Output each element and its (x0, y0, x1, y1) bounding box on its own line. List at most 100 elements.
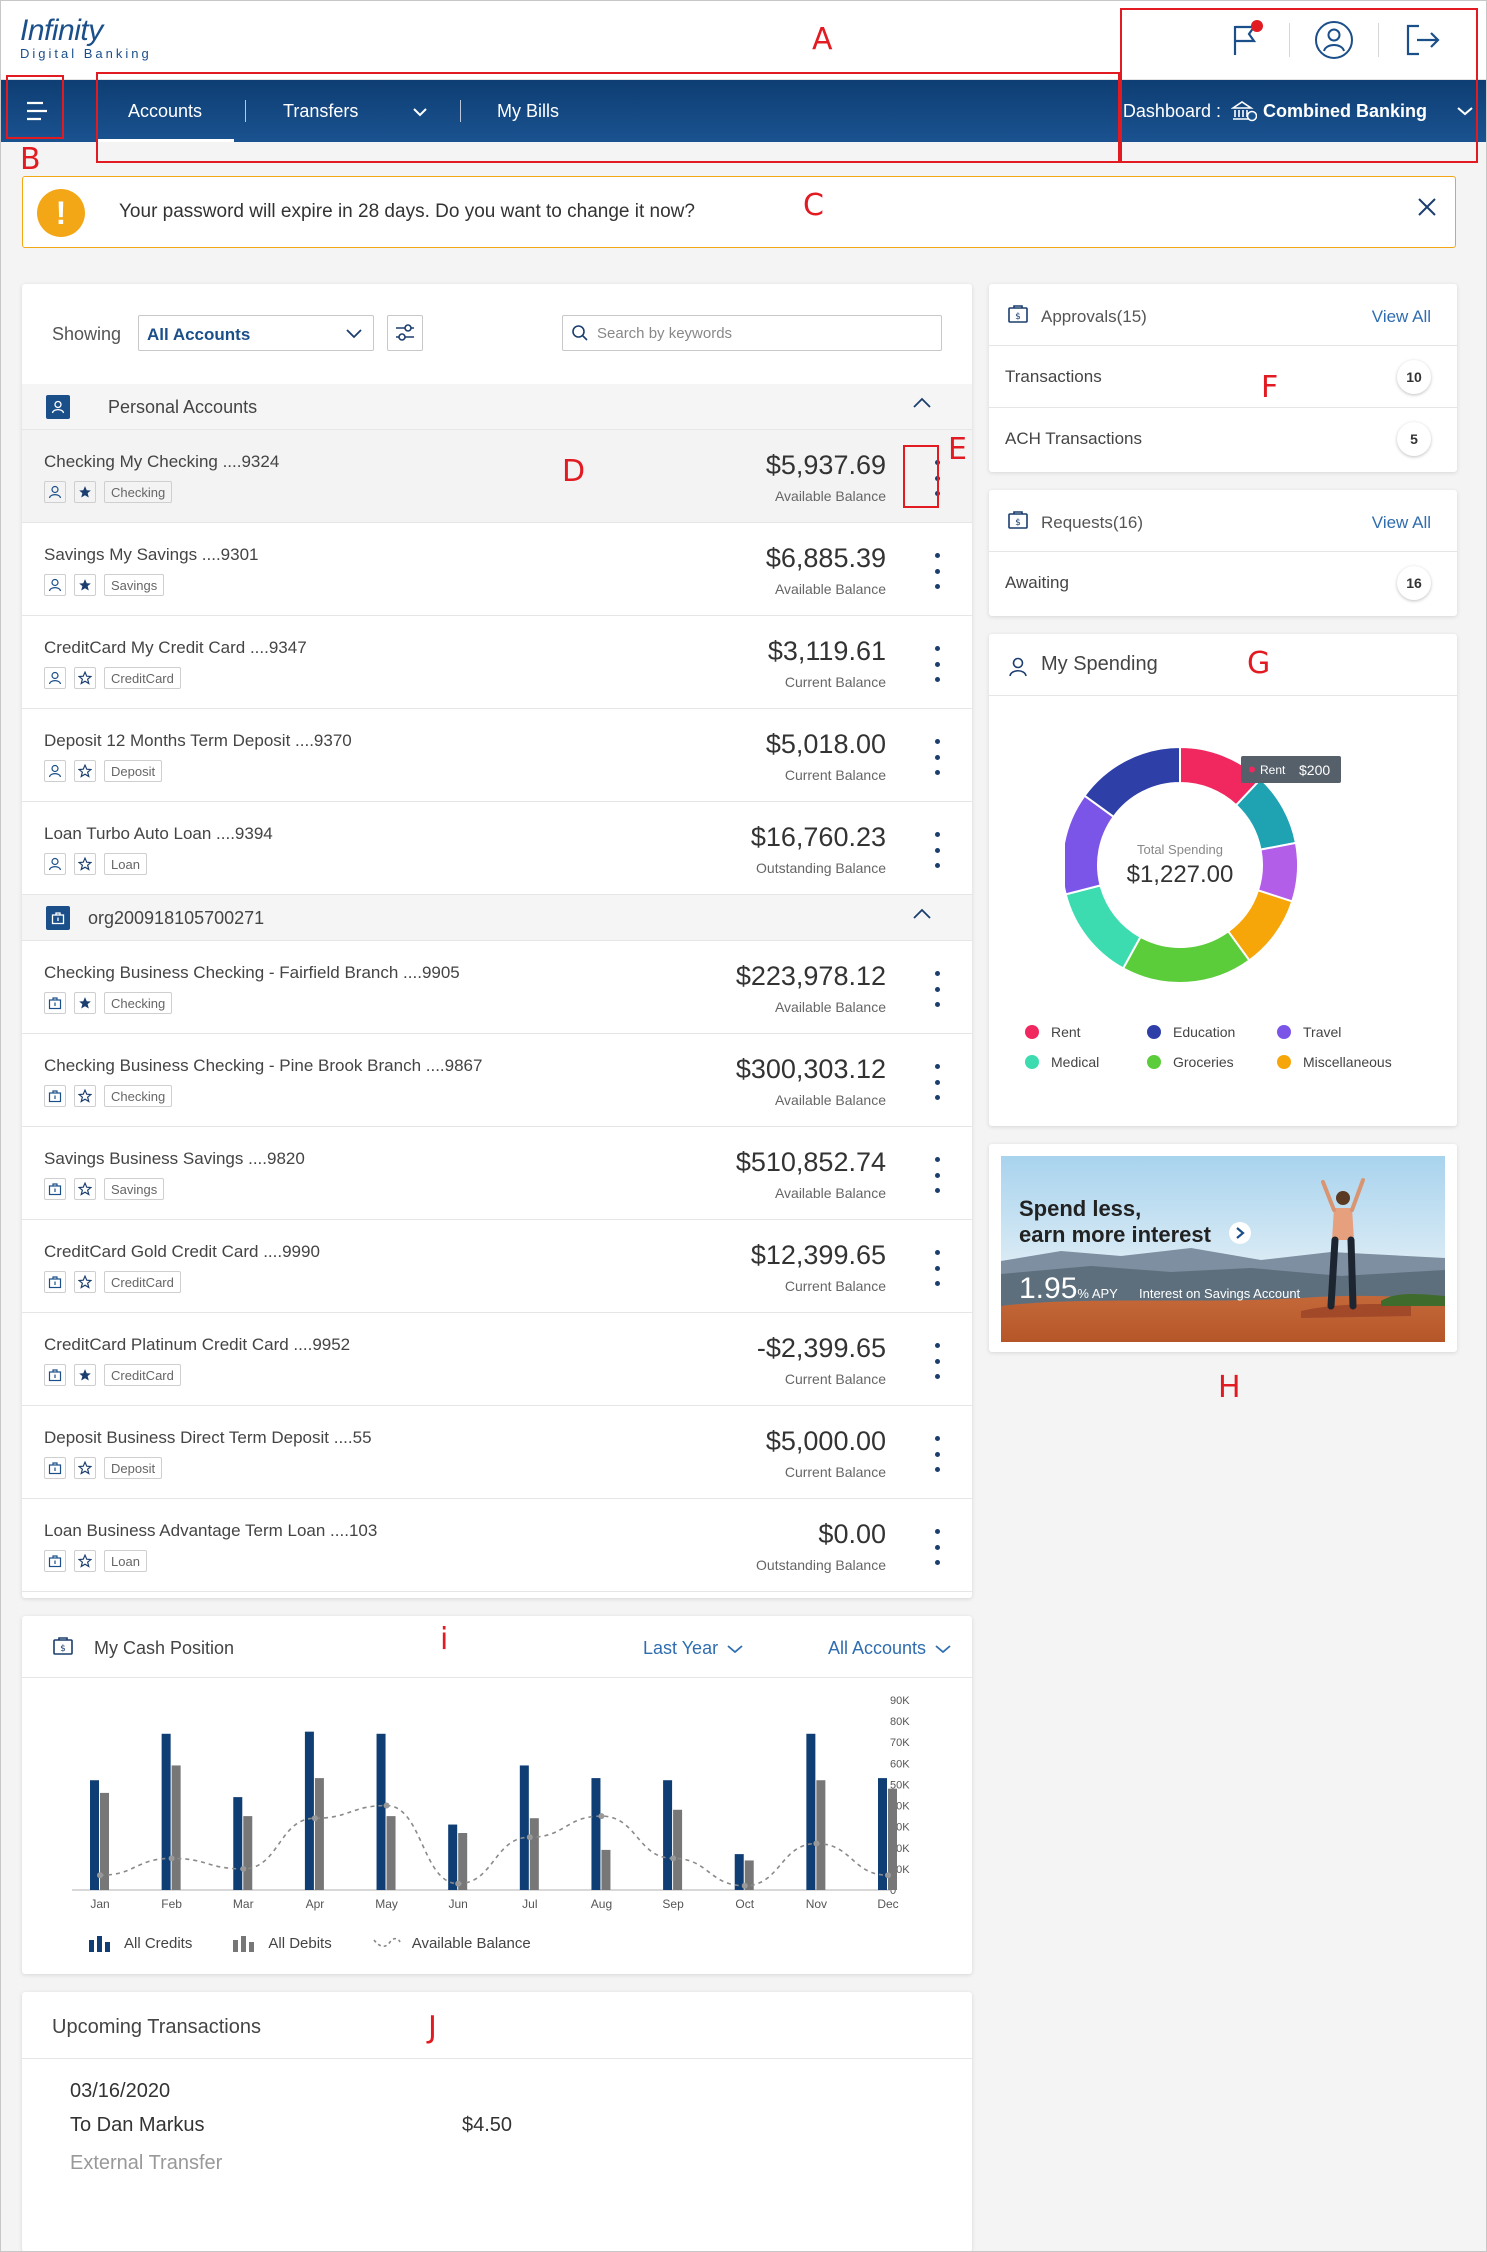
account-name[interactable]: CreditCard Gold Credit Card ....9990 (44, 1242, 320, 1261)
star-filled-icon[interactable] (74, 481, 96, 503)
nav-transfers[interactable]: Transfers (283, 80, 428, 142)
credit-bar[interactable] (591, 1778, 601, 1890)
more-options-icon[interactable] (930, 1436, 944, 1472)
credit-bar[interactable] (448, 1824, 458, 1890)
balance-point[interactable] (311, 1815, 318, 1822)
account-row[interactable]: CreditCard Gold Credit Card ....9990 Cred… (22, 1220, 972, 1313)
accounts-filter-dropdown[interactable]: All Accounts (138, 315, 374, 351)
account-group-header[interactable]: Personal Accounts (22, 384, 972, 430)
star-icon[interactable] (74, 1085, 96, 1107)
chevron-right-icon[interactable] (1229, 1222, 1251, 1244)
account-name[interactable]: Checking Business Checking - Fairfield B… (44, 963, 460, 982)
upcoming-recipient[interactable]: To Dan Markus (70, 2114, 205, 2136)
legend-balance[interactable]: Available Balance (372, 1934, 531, 1952)
star-icon[interactable] (74, 1178, 96, 1200)
account-group-header[interactable]: org200918105700271 (22, 895, 972, 941)
debit-bar[interactable] (100, 1792, 109, 1890)
account-name[interactable]: Savings Business Savings ....9820 (44, 1149, 305, 1168)
star-icon[interactable] (74, 1550, 96, 1572)
balance-point[interactable] (455, 1880, 462, 1887)
approvals-row-transactions[interactable]: Transactions 10 (989, 346, 1457, 408)
debit-bar[interactable] (243, 1816, 253, 1890)
legend-item-education[interactable]: Education (1147, 1024, 1235, 1040)
spending-donut-chart[interactable]: Total Spending $1,227.00 Rent $200 (1065, 740, 1385, 990)
debit-bar[interactable] (529, 1818, 539, 1890)
credit-bar[interactable] (376, 1733, 386, 1890)
balance-point[interactable] (168, 1855, 175, 1862)
balance-point[interactable] (383, 1802, 390, 1809)
account-name[interactable]: CreditCard My Credit Card ....9347 (44, 638, 307, 657)
more-options-icon[interactable] (930, 1157, 944, 1193)
dashboard-selector[interactable]: Dashboard : Combined Banking (1123, 80, 1473, 142)
account-row[interactable]: Checking My Checking ....9324 Checking $5,… (22, 430, 972, 523)
nav-accounts[interactable]: Accounts (96, 80, 234, 142)
account-row[interactable]: Loan Turbo Auto Loan ....9394 Loan $16,760… (22, 802, 972, 895)
close-icon[interactable] (1409, 189, 1445, 225)
debit-bar[interactable] (314, 1778, 324, 1890)
promo-image[interactable]: Spend less, earn more interest 1.95% APY… (1001, 1156, 1445, 1342)
star-icon[interactable] (74, 760, 96, 782)
star-icon[interactable] (74, 853, 96, 875)
credit-bar[interactable] (663, 1780, 673, 1890)
menu-hamburger-icon[interactable] (8, 80, 66, 142)
star-filled-icon[interactable] (74, 992, 96, 1014)
account-row[interactable]: Checking Business Checking - Pine Brook … (22, 1034, 972, 1127)
credit-bar[interactable] (90, 1780, 99, 1890)
star-icon[interactable] (74, 1271, 96, 1293)
more-options-icon[interactable] (930, 460, 944, 496)
cash-accounts-dropdown[interactable]: All Accounts (828, 1638, 951, 1659)
legend-credits[interactable]: All Credits (88, 1934, 192, 1952)
chevron-up-icon[interactable] (912, 907, 932, 925)
star-filled-icon[interactable] (74, 574, 96, 596)
legend-item-medical[interactable]: Medical (1025, 1054, 1099, 1070)
debit-bar[interactable] (171, 1765, 181, 1890)
balance-point[interactable] (97, 1872, 103, 1879)
credit-bar[interactable] (161, 1733, 171, 1890)
more-options-icon[interactable] (930, 646, 944, 682)
more-options-icon[interactable] (930, 1343, 944, 1379)
credit-bar[interactable] (878, 1778, 887, 1890)
more-options-icon[interactable] (930, 971, 944, 1007)
debit-bar[interactable] (888, 1788, 897, 1890)
notifications-flag-icon[interactable] (1219, 14, 1271, 66)
account-name[interactable]: Loan Turbo Auto Loan ....9394 (44, 824, 273, 843)
legend-debits[interactable]: All Debits (232, 1934, 332, 1952)
account-name[interactable]: Checking My Checking ....9324 (44, 452, 280, 471)
more-options-icon[interactable] (930, 739, 944, 775)
filter-settings-button[interactable] (387, 315, 423, 351)
debit-bar[interactable] (673, 1809, 683, 1890)
balance-point[interactable] (813, 1840, 820, 1847)
more-options-icon[interactable] (930, 553, 944, 589)
credit-bar[interactable] (233, 1797, 243, 1890)
alert-message[interactable]: Your password will expire in 28 days. Do… (119, 201, 695, 222)
debit-bar[interactable] (816, 1780, 826, 1890)
balance-line[interactable] (99, 1804, 889, 1887)
credit-bar[interactable] (806, 1733, 816, 1890)
requests-view-all-link[interactable]: View All (1371, 513, 1431, 532)
balance-point[interactable] (526, 1834, 533, 1841)
debit-bar[interactable] (601, 1849, 611, 1890)
account-row[interactable]: CreditCard My Credit Card ....9347 Credit… (22, 616, 972, 709)
nav-my-bills[interactable]: My Bills (497, 101, 559, 121)
legend-item-groceries[interactable]: Groceries (1147, 1054, 1234, 1070)
credit-bar[interactable] (304, 1731, 314, 1890)
promo-banner-card[interactable]: Spend less, earn more interest 1.95% APY… (989, 1144, 1457, 1352)
account-row[interactable]: Deposit Business Direct Term Deposit ...… (22, 1406, 972, 1499)
balance-point[interactable] (741, 1882, 748, 1889)
logo[interactable]: Infinity Digital Banking (20, 14, 152, 61)
more-options-icon[interactable] (930, 1064, 944, 1100)
account-name[interactable]: Deposit Business Direct Term Deposit ...… (44, 1428, 372, 1447)
account-row[interactable]: Checking Business Checking - Fairfield B… (22, 941, 972, 1034)
account-name[interactable]: Savings My Savings ....9301 (44, 545, 259, 564)
more-options-icon[interactable] (930, 1529, 944, 1565)
more-options-icon[interactable] (930, 832, 944, 868)
legend-item-miscellaneous[interactable]: Miscellaneous (1277, 1054, 1392, 1070)
search-input[interactable]: Search by keywords (562, 315, 942, 351)
balance-point[interactable] (670, 1855, 677, 1862)
legend-item-travel[interactable]: Travel (1277, 1024, 1341, 1040)
approvals-view-all-link[interactable]: View All (1371, 307, 1431, 326)
account-name[interactable]: Loan Business Advantage Term Loan ....10… (44, 1521, 378, 1540)
debit-bar[interactable] (386, 1816, 396, 1890)
credit-bar[interactable] (734, 1854, 744, 1890)
